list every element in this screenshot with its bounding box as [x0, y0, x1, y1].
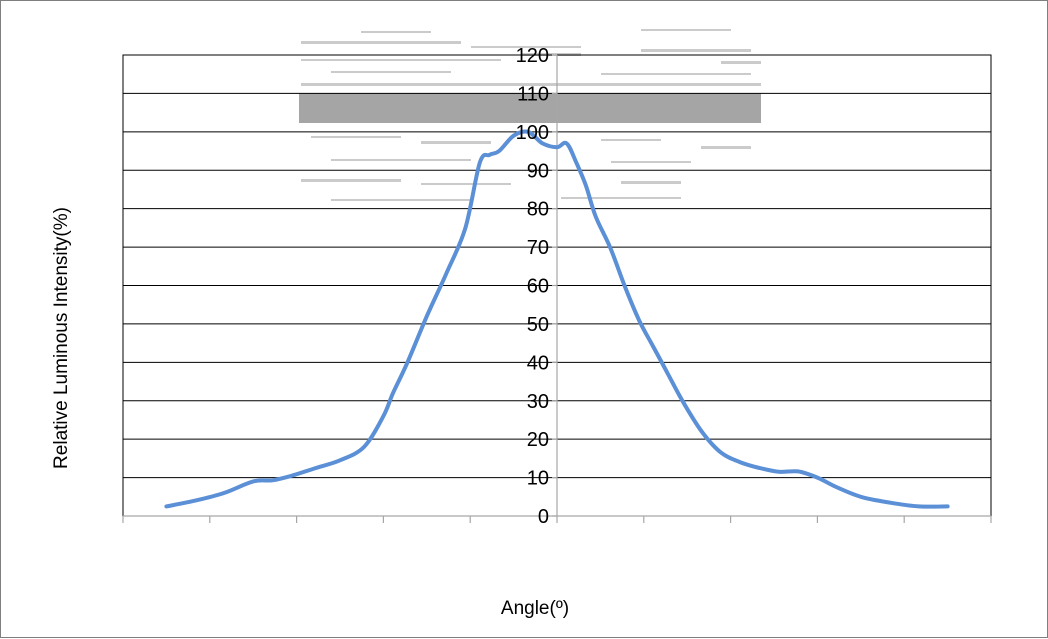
- watermark-streak: [421, 141, 491, 144]
- watermark-streak: [621, 181, 681, 184]
- y-tick-label: 60: [527, 276, 549, 298]
- y-tick-label: 120: [516, 45, 549, 67]
- watermark-streak: [721, 61, 761, 64]
- watermark-streak: [331, 199, 471, 201]
- y-tick-label: 90: [527, 160, 549, 182]
- watermark-streak: [301, 59, 501, 61]
- y-tick-label: 30: [527, 391, 549, 413]
- watermark-streak: [311, 136, 401, 138]
- y-tick-label: 70: [527, 237, 549, 259]
- y-tick-label: 50: [527, 314, 549, 336]
- watermark-streak: [301, 83, 761, 86]
- watermark-streak: [701, 146, 751, 149]
- watermark-streak: [611, 161, 691, 163]
- watermark-streak: [601, 73, 751, 75]
- watermark-streak: [561, 197, 681, 199]
- series-lines: [164, 129, 950, 509]
- watermark-graphic: [299, 29, 761, 201]
- watermark-streak: [361, 31, 431, 33]
- watermark-streak: [301, 41, 461, 44]
- watermark-streak: [331, 159, 471, 161]
- y-tick-labels: 0 10 20 30 40 50 60 70 80 90 100 110 120: [516, 45, 549, 528]
- series-line: [164, 129, 950, 509]
- y-axis-title: Relative Luminous Intensity(%): [51, 207, 72, 469]
- watermark-streak: [471, 46, 581, 48]
- watermark-streak: [641, 49, 751, 52]
- y-tick-label: 80: [527, 199, 549, 221]
- y-tick-label: 20: [527, 429, 549, 451]
- y-tick-label: 10: [527, 468, 549, 490]
- y-tick-label: 100: [516, 122, 549, 144]
- y-tick-label: 40: [527, 352, 549, 374]
- watermark-streak: [301, 179, 401, 182]
- y-tick-label: 0: [538, 506, 549, 528]
- watermark-streak: [601, 139, 661, 141]
- watermark-streak: [641, 29, 731, 31]
- watermark-band: [299, 93, 761, 123]
- x-axis-title: Angle(º): [501, 598, 569, 619]
- watermark-streak: [421, 183, 511, 185]
- axes: [122, 54, 992, 523]
- y-tick-label: 110: [517, 83, 549, 105]
- watermark-streak: [331, 71, 451, 73]
